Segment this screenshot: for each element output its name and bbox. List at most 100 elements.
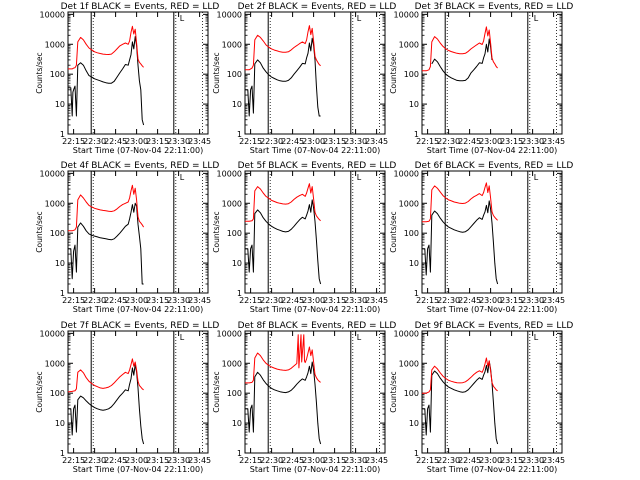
- y-tick-label: 100: [404, 229, 419, 238]
- y-tick-label: 10: [55, 259, 65, 268]
- y-axis-label: Counts/sec: [212, 371, 221, 412]
- panel-annotation: L: [180, 333, 185, 342]
- x-tick-label: 22:15: [416, 137, 439, 146]
- y-tick-label: 10000: [394, 10, 419, 19]
- panel-title: Det 3f BLACK = Events, RED = LLD: [415, 2, 574, 12]
- series-line-lld: [67, 358, 144, 393]
- panel-title: Det 9f BLACK = Events, RED = LLD: [415, 321, 574, 331]
- y-axis-label: Counts/sec: [389, 371, 398, 412]
- plot-frame: [421, 330, 563, 454]
- y-axis-label: Counts/sec: [212, 211, 221, 252]
- series-line-events: [245, 37, 321, 117]
- y-tick-label: 1: [414, 130, 419, 139]
- x-tick-label: 23:15: [323, 137, 346, 146]
- y-tick-label: 10000: [217, 329, 242, 338]
- x-tick-label: 22:30: [260, 137, 283, 146]
- series-line-lld: [422, 357, 498, 394]
- x-tick-label: 23:15: [500, 137, 523, 146]
- plot-frame: [67, 11, 209, 135]
- y-tick-label: 1000: [222, 199, 242, 208]
- x-tick-label: 23:45: [365, 296, 388, 305]
- series-line-events: [245, 199, 322, 285]
- x-axis-label: Start Time (07-Nov-04 22:11:00): [73, 146, 203, 155]
- x-tick-label: 22:15: [62, 456, 85, 465]
- y-tick-label: 10: [409, 100, 419, 109]
- y-tick-label: 1: [60, 130, 65, 139]
- x-tick-label: 23:30: [344, 137, 367, 146]
- x-tick-label: 22:15: [62, 296, 85, 305]
- panel-det-4: Det 4f BLACK = Events, RED = LLD 1 10 100 10…: [35, 161, 219, 314]
- y-tick-label: 1000: [45, 359, 65, 368]
- y-tick-label: 1000: [222, 40, 242, 49]
- y-tick-label: 1000: [222, 359, 242, 368]
- y-tick-label: 10000: [40, 10, 65, 19]
- panel-det-6: Det 6f BLACK = Events, RED = LLD 1 10 100 10…: [389, 161, 573, 314]
- panel-title: Det 7f BLACK = Events, RED = LLD: [61, 321, 220, 331]
- x-tick-label: 23:45: [365, 137, 388, 146]
- panel-annotation: L: [180, 173, 185, 182]
- y-tick-label: 10000: [217, 10, 242, 19]
- y-axis-label: Counts/sec: [35, 371, 44, 412]
- panel-title: Det 2f BLACK = Events, RED = LLD: [238, 2, 397, 12]
- x-axis-label: Start Time (07-Nov-04 22:11:00): [427, 146, 557, 155]
- y-tick-label: 10: [409, 419, 419, 428]
- x-tick-label: 22:45: [458, 137, 481, 146]
- panel-annotation: L: [534, 173, 539, 182]
- series-line-events: [245, 361, 322, 445]
- x-tick-label: 23:00: [125, 456, 148, 465]
- panel-det-7: Det 7f BLACK = Events, RED = LLD 1 10 100 10…: [35, 321, 219, 474]
- y-tick-label: 100: [227, 389, 242, 398]
- x-tick-label: 22:15: [416, 456, 439, 465]
- x-tick-label: 23:45: [542, 456, 565, 465]
- y-axis-label: Counts/sec: [389, 211, 398, 252]
- y-axis-label: Counts/sec: [389, 52, 398, 93]
- x-tick-label: 22:15: [239, 456, 262, 465]
- y-tick-label: 10: [409, 259, 419, 268]
- x-tick-label: 22:45: [104, 137, 127, 146]
- panel-det-8: Det 8f BLACK = Events, RED = LLD 1 10 100 10…: [212, 321, 396, 474]
- y-axis-label: Counts/sec: [212, 52, 221, 93]
- panel-title: Det 6f BLACK = Events, RED = LLD: [415, 161, 574, 171]
- y-tick-label: 10000: [40, 169, 65, 178]
- x-tick-label: 22:15: [416, 296, 439, 305]
- y-tick-label: 10000: [394, 329, 419, 338]
- x-tick-label: 23:00: [302, 137, 325, 146]
- x-tick-label: 23:30: [344, 456, 367, 465]
- panel-det-3: Det 3f BLACK = Events, RED = LLD 1 10 100 10…: [389, 2, 573, 155]
- x-tick-label: 23:00: [302, 296, 325, 305]
- x-axis-label: Start Time (07-Nov-04 22:11:00): [250, 465, 380, 474]
- x-tick-label: 23:45: [188, 456, 211, 465]
- plot-frame: [244, 170, 386, 294]
- y-tick-label: 10: [55, 100, 65, 109]
- y-tick-label: 100: [404, 70, 419, 79]
- plot-frame: [421, 11, 563, 135]
- y-tick-label: 1000: [399, 40, 419, 49]
- x-tick-label: 22:45: [104, 296, 127, 305]
- y-tick-label: 1: [237, 289, 242, 298]
- panel-annotation: L: [357, 173, 362, 182]
- x-tick-label: 23:00: [479, 296, 502, 305]
- series-line-events: [68, 36, 145, 126]
- y-axis-label: Counts/sec: [35, 52, 44, 93]
- x-tick-label: 23:15: [146, 456, 169, 465]
- y-tick-label: 1: [237, 130, 242, 139]
- x-tick-label: 23:45: [365, 456, 388, 465]
- y-tick-label: 10: [232, 419, 242, 428]
- x-tick-label: 22:15: [62, 137, 85, 146]
- x-tick-label: 22:45: [458, 456, 481, 465]
- x-tick-label: 23:30: [521, 456, 544, 465]
- x-tick-label: 22:30: [83, 296, 106, 305]
- series-line-lld: [422, 26, 498, 72]
- x-tick-label: 22:15: [239, 296, 262, 305]
- y-tick-label: 1: [237, 449, 242, 458]
- y-tick-label: 100: [50, 70, 65, 79]
- x-tick-label: 23:00: [125, 137, 148, 146]
- series-line-lld: [68, 25, 144, 70]
- series-line-lld: [422, 182, 498, 223]
- series-line-lld: [245, 183, 321, 222]
- x-tick-label: 22:15: [239, 137, 262, 146]
- plot-frame: [67, 170, 209, 294]
- y-tick-label: 1: [60, 449, 65, 458]
- x-tick-label: 23:15: [323, 456, 346, 465]
